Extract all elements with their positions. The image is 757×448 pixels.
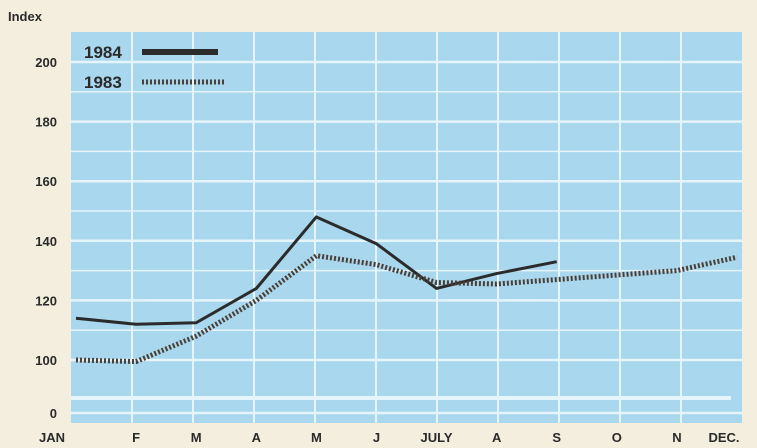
x-tick-label: F <box>132 430 140 445</box>
y-tick-label: 180 <box>35 115 57 130</box>
x-tick-label: O <box>612 430 622 445</box>
y-tick-label: 160 <box>35 174 57 189</box>
plot-area <box>71 32 742 423</box>
x-tick-label: S <box>552 430 561 445</box>
x-tick-label: J <box>373 430 380 445</box>
x-axis: JAN F M A M J JULY A S O N DEC. <box>39 430 740 445</box>
x-tick-label: JAN <box>39 430 65 445</box>
grid-lines <box>71 32 742 423</box>
series-line-1984 <box>75 215 558 326</box>
x-tick-label: A <box>492 430 502 445</box>
y-tick-label: 120 <box>35 293 57 308</box>
y-tick-label: 200 <box>35 55 57 70</box>
legend-label: 1983 <box>84 73 122 92</box>
y-tick-label: 140 <box>35 234 57 249</box>
series-line-1983 <box>75 253 738 365</box>
series-lines <box>75 215 738 365</box>
y-tick-label: 0 <box>50 406 57 421</box>
x-tick-label: A <box>252 430 262 445</box>
x-tick-label: M <box>311 430 322 445</box>
x-tick-label: N <box>672 430 681 445</box>
y-tick-label: 100 <box>35 353 57 368</box>
x-tick-label: DEC. <box>708 430 739 445</box>
x-tick-label: M <box>191 430 202 445</box>
legend: 1984 1983 <box>84 43 225 92</box>
x-tick-label: JULY <box>421 430 453 445</box>
y-axis-title: Index <box>8 9 43 24</box>
y-axis: 0 100 120 140 160 180 200 <box>35 55 57 421</box>
legend-label: 1984 <box>84 43 122 62</box>
